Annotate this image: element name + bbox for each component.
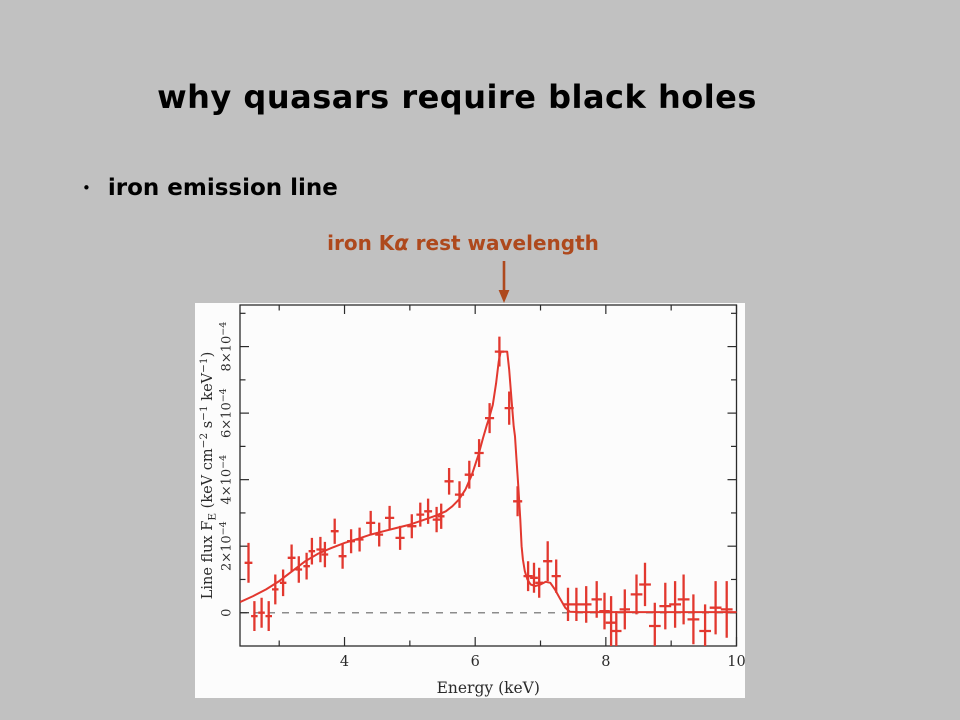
- bullet-text: iron emission line: [107, 175, 338, 201]
- svg-text:4: 4: [340, 654, 349, 670]
- annotation-alpha: α: [394, 231, 409, 255]
- svg-text:8: 8: [601, 654, 610, 670]
- svg-text:2×10−4: 2×10−4: [218, 521, 235, 571]
- iron-ka-annotation: iron Kα rest wavelength: [0, 231, 926, 255]
- svg-text:6: 6: [471, 654, 480, 670]
- x-axis-label: Energy (keV): [437, 679, 540, 697]
- annotation-text-pre: iron K: [327, 231, 395, 255]
- svg-text:0: 0: [220, 609, 235, 617]
- slide-title: why quasars require black holes: [157, 78, 757, 116]
- svg-text:Line flux FE (keV cm−2 s−1 keV: Line flux FE (keV cm−2 s−1 keV−1): [198, 352, 219, 600]
- model-curve: [240, 350, 737, 614]
- y-tick-labels: 0 2×10−4 4×10−4 6×10−4 8×10−4: [218, 322, 235, 617]
- iron-line-plot: 4 6 8 10 Energy (keV) 0 2×10−4 4×10−4 6×10−4 8×10…: [198, 304, 745, 697]
- down-arrow-icon: [494, 259, 514, 304]
- svg-text:8×10−4: 8×10−4: [218, 322, 235, 372]
- svg-text:4×10−4: 4×10−4: [218, 455, 235, 505]
- svg-text:10: 10: [727, 654, 745, 670]
- svg-text:6×10−4: 6×10−4: [218, 388, 235, 438]
- bullet-item: • iron emission line: [82, 174, 338, 202]
- x-tick-labels: 4 6 8 10: [340, 654, 745, 670]
- y-axis-label: Line flux FE (keV cm−2 s−1 keV−1): [198, 352, 219, 600]
- bullet-icon: •: [82, 179, 91, 197]
- axis-ticks: [240, 305, 738, 646]
- figure-panel: 4 6 8 10 Energy (keV) 0 2×10−4 4×10−4 6×10−4 8×10…: [195, 303, 745, 698]
- annotation-text-post: rest wavelength: [408, 231, 599, 255]
- plot-frame: [239, 304, 738, 647]
- data-errorbars: [244, 336, 733, 646]
